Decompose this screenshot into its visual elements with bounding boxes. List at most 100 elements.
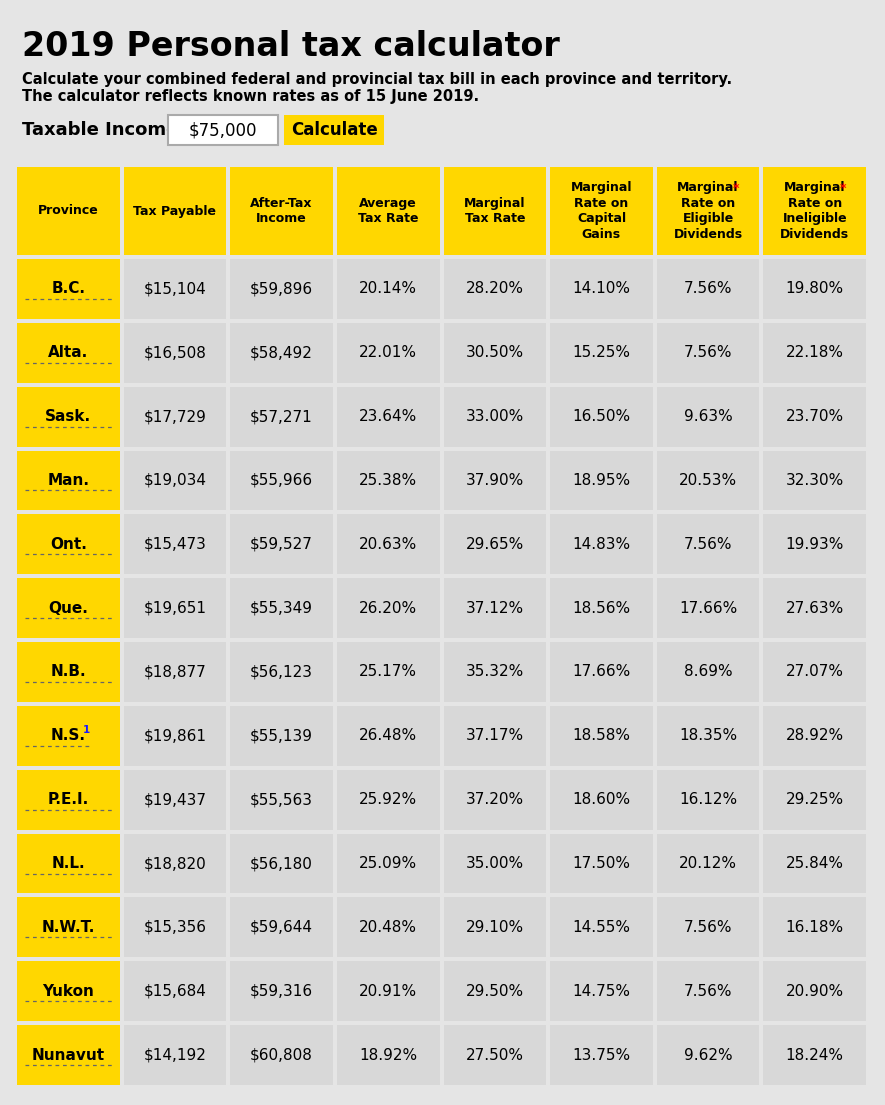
Bar	[764, 961, 866, 1021]
Text: Alta.: Alta.	[48, 345, 88, 360]
Bar	[550, 897, 653, 957]
Bar	[764, 578, 866, 638]
Bar	[657, 515, 759, 575]
Bar	[657, 259, 759, 319]
Text: 22.18%: 22.18%	[786, 345, 843, 360]
Text: 25.84%: 25.84%	[786, 856, 843, 871]
Bar	[17, 387, 119, 446]
Bar	[550, 1025, 653, 1085]
Bar	[443, 1025, 546, 1085]
Text: N.W.T.: N.W.T.	[42, 919, 95, 935]
Text: 37.12%: 37.12%	[466, 601, 524, 615]
Text: $16,508: $16,508	[143, 345, 206, 360]
Text: Taxable Income:: Taxable Income:	[22, 122, 186, 139]
Bar	[443, 451, 546, 511]
Text: 29.10%: 29.10%	[466, 919, 524, 935]
Text: Marginal
Rate on
Eligible
Dividends: Marginal Rate on Eligible Dividends	[673, 181, 743, 241]
Text: 26.20%: 26.20%	[359, 601, 417, 615]
Bar	[764, 259, 866, 319]
Bar	[550, 323, 653, 382]
Text: B.C.: B.C.	[51, 282, 85, 296]
Bar	[443, 387, 546, 446]
Text: 20.48%: 20.48%	[359, 919, 417, 935]
Text: $15,104: $15,104	[143, 282, 206, 296]
Text: 20.14%: 20.14%	[359, 282, 417, 296]
Text: 37.90%: 37.90%	[466, 473, 524, 488]
Text: 14.55%: 14.55%	[573, 919, 630, 935]
Text: 23.64%: 23.64%	[359, 409, 418, 424]
Text: 8.69%: 8.69%	[684, 664, 733, 680]
Bar	[764, 387, 866, 446]
Bar	[337, 259, 440, 319]
Text: *: *	[840, 182, 846, 196]
Text: Man.: Man.	[47, 473, 89, 488]
Bar	[550, 259, 653, 319]
Text: 14.10%: 14.10%	[573, 282, 630, 296]
Bar	[17, 323, 119, 382]
Text: $56,123: $56,123	[250, 664, 313, 680]
Text: 19.93%: 19.93%	[786, 537, 844, 551]
Text: 29.50%: 29.50%	[466, 983, 524, 999]
Bar	[168, 115, 278, 145]
Text: Tax Payable: Tax Payable	[134, 204, 217, 218]
Text: $60,808: $60,808	[250, 1048, 313, 1063]
Text: $56,180: $56,180	[250, 856, 313, 871]
Text: Marginal
Tax Rate: Marginal Tax Rate	[464, 197, 526, 225]
Bar	[550, 167, 653, 255]
Bar	[230, 897, 333, 957]
Bar	[17, 515, 119, 575]
Text: 18.60%: 18.60%	[573, 792, 630, 807]
Text: *: *	[733, 182, 739, 196]
Bar	[764, 770, 866, 830]
Text: 7.56%: 7.56%	[684, 282, 732, 296]
Bar	[17, 961, 119, 1021]
Bar	[17, 833, 119, 894]
Bar	[443, 961, 546, 1021]
Text: $59,644: $59,644	[250, 919, 313, 935]
Text: Nunavut: Nunavut	[32, 1048, 105, 1063]
Text: 23.70%: 23.70%	[786, 409, 843, 424]
Text: $55,349: $55,349	[250, 601, 313, 615]
Bar	[230, 259, 333, 319]
Bar	[550, 770, 653, 830]
Text: 32.30%: 32.30%	[786, 473, 843, 488]
Bar	[124, 897, 227, 957]
Text: 9.63%: 9.63%	[684, 409, 733, 424]
Bar	[443, 770, 546, 830]
Text: 22.01%: 22.01%	[359, 345, 417, 360]
Bar	[764, 451, 866, 511]
Bar	[337, 642, 440, 702]
Text: $19,437: $19,437	[143, 792, 206, 807]
Bar	[337, 833, 440, 894]
Bar	[550, 833, 653, 894]
Bar	[657, 1025, 759, 1085]
Text: $18,877: $18,877	[143, 664, 206, 680]
Bar	[443, 897, 546, 957]
Text: $59,896: $59,896	[250, 282, 313, 296]
Text: Ont.: Ont.	[50, 537, 87, 551]
Bar	[657, 323, 759, 382]
Bar	[337, 578, 440, 638]
Bar	[550, 706, 653, 766]
Text: 20.53%: 20.53%	[679, 473, 737, 488]
Bar	[230, 642, 333, 702]
Text: 25.09%: 25.09%	[359, 856, 417, 871]
Bar	[443, 833, 546, 894]
Text: 27.07%: 27.07%	[786, 664, 843, 680]
Bar	[657, 642, 759, 702]
Text: $75,000: $75,000	[189, 122, 258, 139]
Bar	[443, 642, 546, 702]
Bar	[337, 387, 440, 446]
Text: 7.56%: 7.56%	[684, 983, 732, 999]
Text: $19,034: $19,034	[143, 473, 206, 488]
Text: 17.50%: 17.50%	[573, 856, 630, 871]
Text: 20.63%: 20.63%	[359, 537, 418, 551]
Text: $59,527: $59,527	[250, 537, 313, 551]
Text: Calculate your combined federal and provincial tax bill in each province and ter: Calculate your combined federal and prov…	[22, 72, 732, 87]
Bar	[657, 387, 759, 446]
Bar	[657, 167, 759, 255]
Text: $17,729: $17,729	[143, 409, 206, 424]
Bar	[337, 167, 440, 255]
Bar	[337, 1025, 440, 1085]
Bar	[550, 642, 653, 702]
